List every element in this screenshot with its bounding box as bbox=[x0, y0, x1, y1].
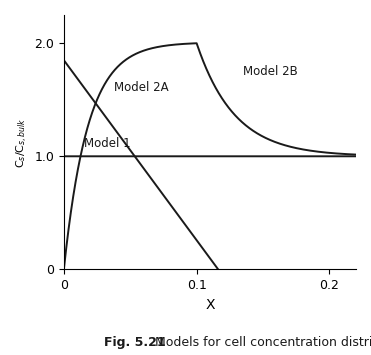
Text: Models for cell concentration distribution: Models for cell concentration distributi… bbox=[147, 336, 371, 349]
Text: Model 2B: Model 2B bbox=[243, 65, 298, 78]
Text: Fig. 5.21: Fig. 5.21 bbox=[104, 336, 165, 349]
Text: Model 2A: Model 2A bbox=[114, 81, 169, 94]
Y-axis label: C$_s$/C$_{s,bulk}$: C$_s$/C$_{s,bulk}$ bbox=[15, 117, 30, 168]
X-axis label: X: X bbox=[205, 297, 215, 312]
Text: Model 1: Model 1 bbox=[84, 137, 131, 150]
